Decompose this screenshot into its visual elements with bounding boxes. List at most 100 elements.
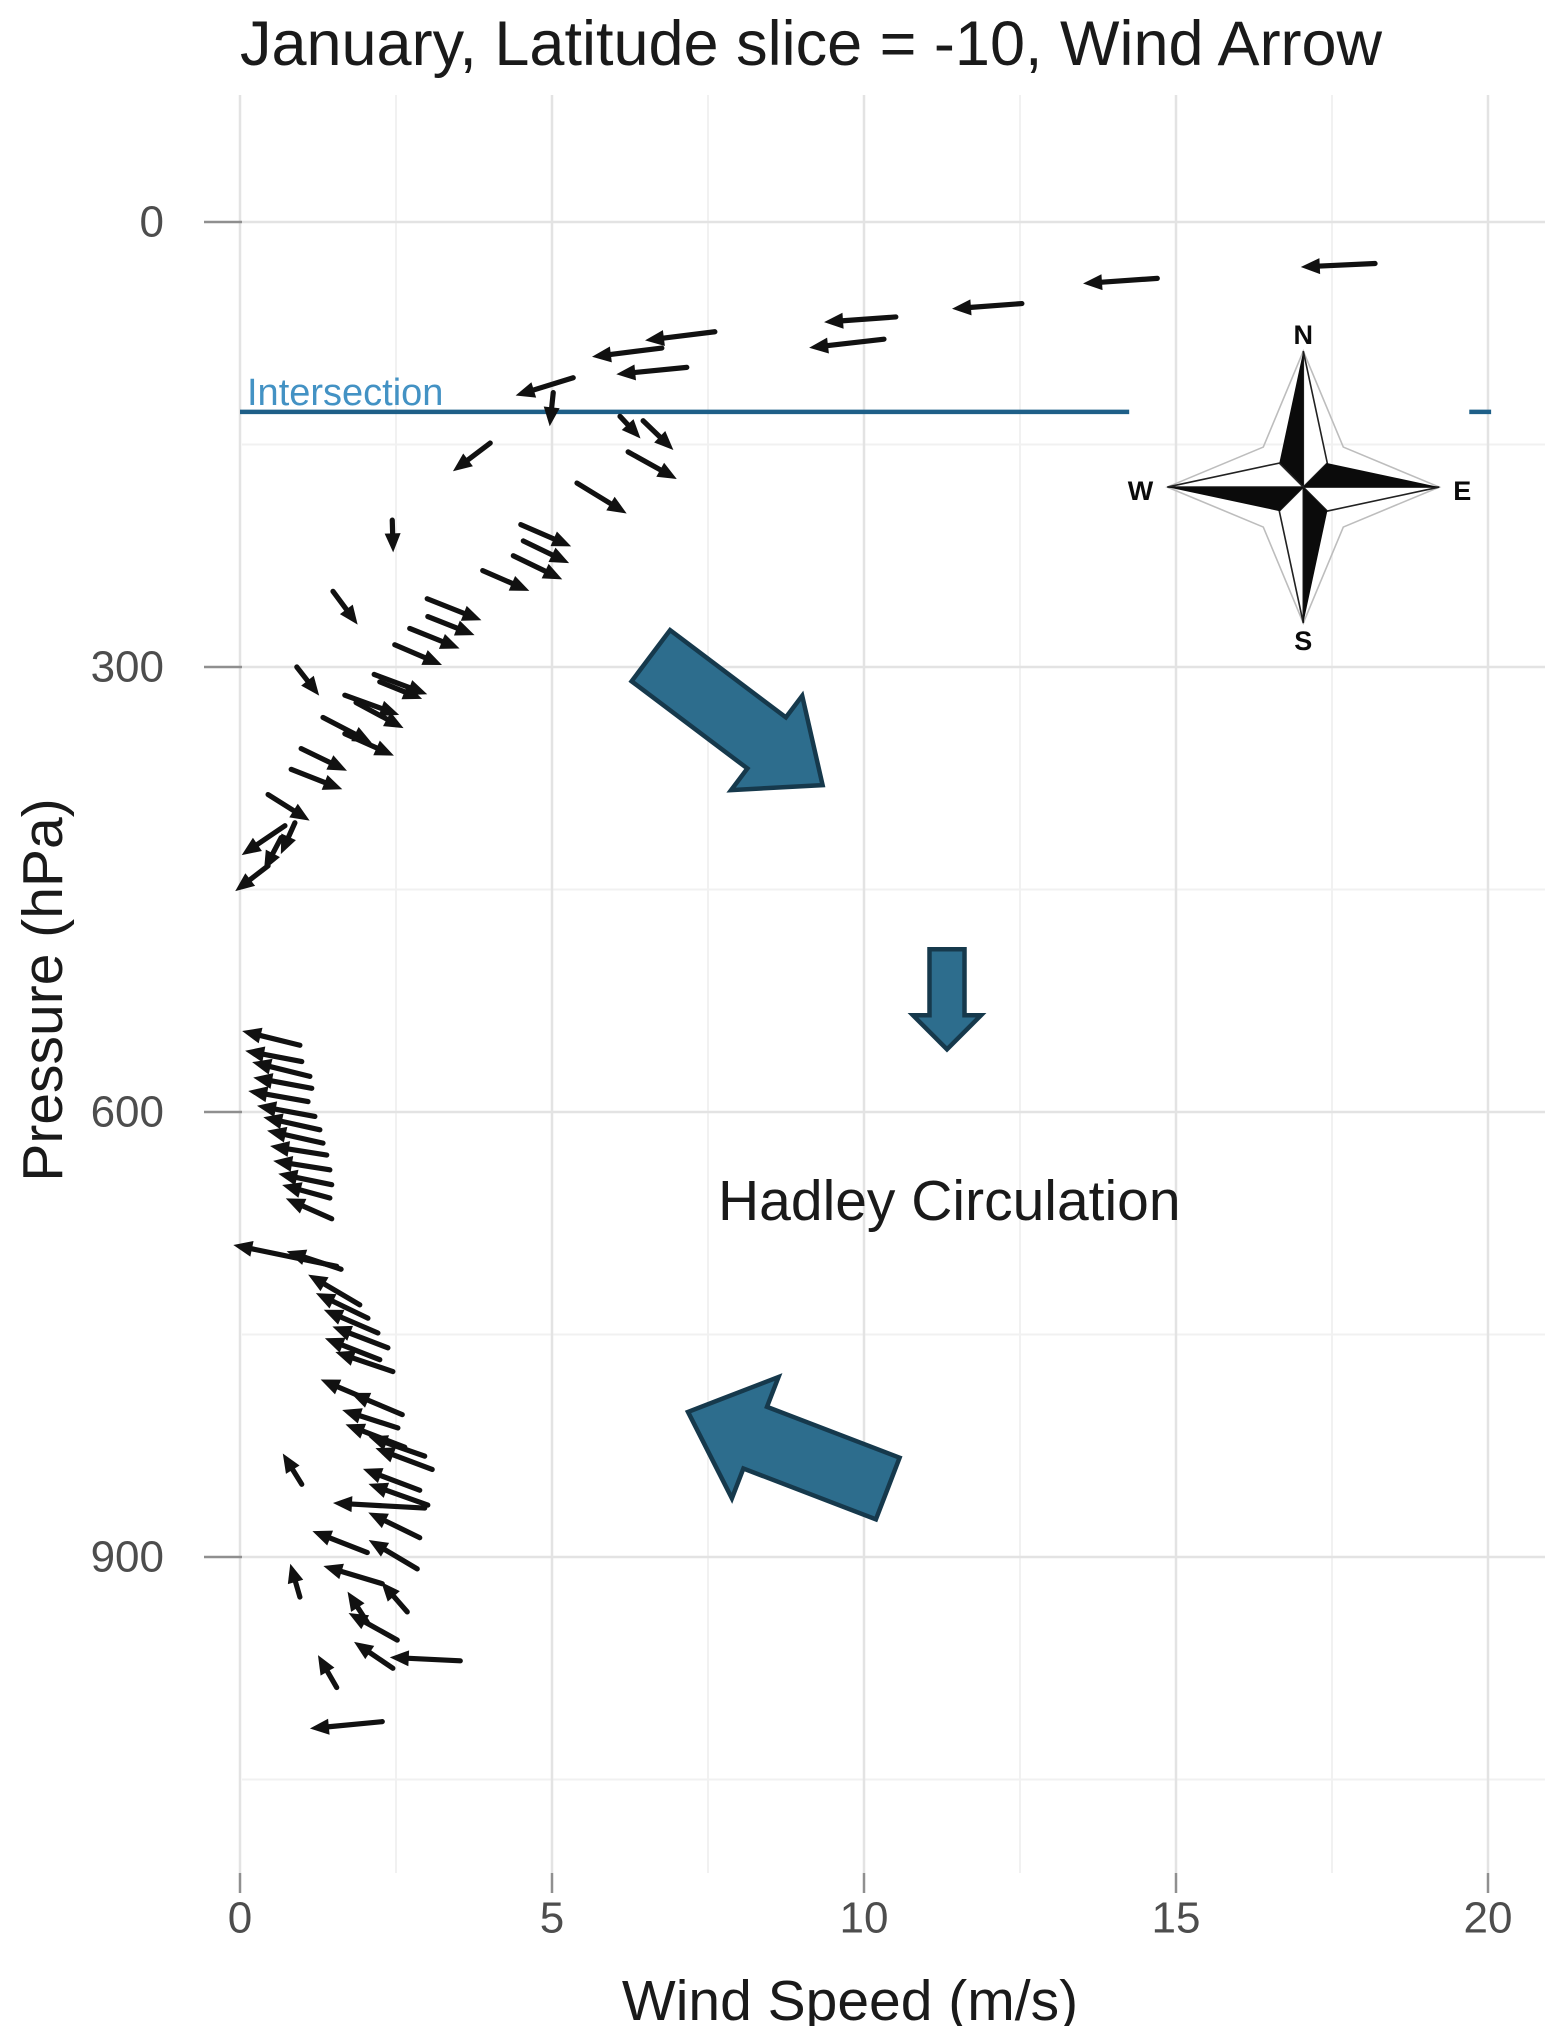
wind-arrow-head xyxy=(368,1482,390,1498)
wind-arrow-shaft xyxy=(391,1593,410,1615)
compass-point xyxy=(1167,487,1304,512)
wind-arrow-shaft xyxy=(365,1397,405,1418)
wind-arrow-head xyxy=(282,1182,303,1198)
wind-arrow-head xyxy=(452,453,473,472)
wind-arrow-head xyxy=(381,1582,400,1602)
compass-point xyxy=(1301,486,1440,512)
wind-arrow-head xyxy=(324,1337,346,1353)
wind-arrow-head xyxy=(280,833,296,855)
wind-arrow-shaft xyxy=(254,823,288,847)
wind-arrow-shaft xyxy=(338,1568,385,1587)
hadley-circulation-label: Hadley Circulation xyxy=(718,1169,1181,1233)
wind-arrow-head xyxy=(332,1496,353,1513)
wind-arrow-head xyxy=(389,1650,410,1667)
wind-arrow-head xyxy=(245,1046,266,1063)
wind-arrow-head xyxy=(375,1447,397,1463)
wind-arrow-shaft xyxy=(292,1579,303,1600)
wind-arrow-head xyxy=(285,1198,307,1214)
wind-arrow-shaft xyxy=(383,1487,431,1508)
wind-arrow-head xyxy=(656,462,677,480)
y-tick-label: 900 xyxy=(91,1533,164,1582)
wind-arrow-shaft xyxy=(392,642,428,661)
wind-arrow-head xyxy=(515,382,537,398)
wind-arrow-head xyxy=(362,1468,384,1484)
compass-label-east: E xyxy=(1453,476,1471,506)
wind-arrow-head xyxy=(309,1718,330,1735)
wind-arrow-head xyxy=(270,1141,291,1157)
wind-arrow-shaft xyxy=(531,375,576,393)
wind-arrow-head xyxy=(1083,274,1103,291)
wind-arrow-shaft xyxy=(273,1106,318,1120)
wind-arrow-shaft xyxy=(1099,275,1160,285)
wind-arrow-head xyxy=(317,1655,335,1676)
wind-arrow-shaft xyxy=(625,449,663,473)
wind-arrow-shaft xyxy=(1317,260,1378,269)
wind-arrow-shaft xyxy=(324,1668,340,1691)
wind-arrow-head xyxy=(282,1453,300,1474)
wind-arrow-shaft xyxy=(297,1187,333,1201)
wind-arrow-shaft xyxy=(349,1501,428,1511)
wind-arrow-shaft xyxy=(326,1719,385,1730)
compass-point xyxy=(1167,462,1306,488)
chart-title: January, Latitude slice = -10, Wind Arro… xyxy=(239,9,1383,79)
hadley-descending-arrow xyxy=(628,626,826,793)
wind-arrow-head xyxy=(350,1392,372,1408)
wind-arrow-head xyxy=(248,1086,269,1103)
x-tick-label: 15 xyxy=(1152,1894,1201,1943)
wind-arrow-shaft xyxy=(825,336,887,349)
wind-arrow-shaft xyxy=(371,671,413,691)
wind-arrow-shaft xyxy=(286,1146,330,1158)
wind-arrow-head xyxy=(354,1641,375,1660)
wind-arrow-head xyxy=(342,1408,363,1424)
wind-arrow-head xyxy=(809,337,829,354)
wind-arrow-shaft xyxy=(632,364,690,376)
wind-arrow-shaft xyxy=(257,1032,303,1048)
wind-arrow-shaft xyxy=(549,389,556,410)
wind-arrow-head xyxy=(373,740,394,756)
x-axis-title: Wind Speed (m/s) xyxy=(621,1969,1079,2026)
wind-arrow-head xyxy=(378,700,400,716)
wind-arrow-head xyxy=(541,563,563,580)
wind-arrow-shaft xyxy=(382,1547,420,1572)
wind-arrow-shaft xyxy=(288,766,328,785)
wind-arrow-head xyxy=(606,496,627,514)
wind-arrow-head xyxy=(591,346,612,363)
wind-arrow-shaft xyxy=(342,731,380,751)
wind-arrow-shaft xyxy=(617,413,631,428)
wind-arrow-head xyxy=(252,1058,273,1075)
wind-arrow-head xyxy=(824,312,844,329)
wind-arrow-head xyxy=(453,620,475,636)
wind-arrow-shaft xyxy=(321,1281,363,1308)
wind-arrow-shaft xyxy=(302,1254,344,1272)
wind-arrow-head xyxy=(348,1612,370,1630)
wind-arrow-head xyxy=(460,605,482,621)
x-tick-label: 5 xyxy=(540,1894,564,1943)
wind-arrow-head xyxy=(345,1423,367,1439)
wind-arrow-shaft xyxy=(320,714,358,737)
wind-arrow-head xyxy=(273,1155,294,1172)
wind-arrow-shaft xyxy=(382,1518,423,1541)
wind-arrow-head xyxy=(289,803,310,821)
wind-arrow-shaft xyxy=(357,1413,401,1431)
wind-arrow-shaft xyxy=(378,1473,423,1493)
wind-arrow-shaft xyxy=(480,567,515,586)
wind-arrow-head xyxy=(550,531,572,547)
y-tick-label: 0 xyxy=(140,198,164,247)
wind-arrow-head xyxy=(286,1249,308,1265)
wind-arrow-head xyxy=(508,575,530,591)
wind-arrow-head xyxy=(368,1512,389,1529)
compass-label-west: W xyxy=(1128,476,1154,506)
wind-arrow-head xyxy=(287,1563,304,1585)
wind-arrow-head xyxy=(332,1325,353,1341)
wind-arrow-head xyxy=(235,873,256,892)
wind-arrow-head xyxy=(335,1350,356,1366)
wind-arrow-shaft xyxy=(424,596,467,616)
wind-arrow-shaft xyxy=(377,679,408,695)
compass-label-north: N xyxy=(1294,320,1314,350)
wind-arrow-head xyxy=(1300,258,1321,275)
wind-arrow-head xyxy=(326,755,347,771)
wind-arrow-shaft xyxy=(840,314,899,324)
compass-label-south: S xyxy=(1294,626,1312,656)
wind-arrow-head xyxy=(320,1379,342,1395)
